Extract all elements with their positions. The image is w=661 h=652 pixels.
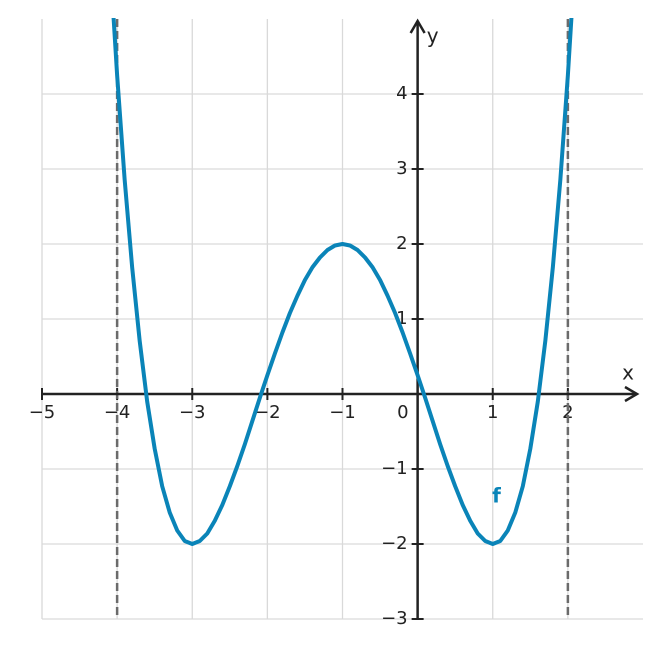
x-tick-label: 2 bbox=[562, 402, 573, 423]
x-axis-label: x bbox=[622, 361, 634, 385]
y-axis-label: y bbox=[427, 24, 439, 48]
y-tick-label: −2 bbox=[381, 533, 408, 554]
x-arrow bbox=[624, 385, 640, 403]
x-tick-label: 1 bbox=[487, 402, 498, 423]
y-tick-label: −3 bbox=[381, 608, 408, 629]
curve-label: f bbox=[492, 483, 501, 507]
y-tick-label: −1 bbox=[381, 458, 408, 479]
x-tick-label: −2 bbox=[254, 402, 281, 423]
x-tick-label: −5 bbox=[29, 402, 56, 423]
x-tick-label: −1 bbox=[329, 402, 356, 423]
y-tick-label: 3 bbox=[396, 158, 407, 179]
x-tick-label: −4 bbox=[104, 402, 131, 423]
y-tick-label: 1 bbox=[396, 308, 407, 329]
x-tick-label: 0 bbox=[397, 402, 408, 423]
y-arrow bbox=[409, 18, 426, 34]
plot-area bbox=[111, 18, 574, 546]
function-curve bbox=[111, 18, 574, 546]
y-tick-label: 4 bbox=[396, 83, 407, 104]
y-tick-label: 2 bbox=[396, 233, 407, 254]
x-tick-label: −3 bbox=[179, 402, 206, 423]
